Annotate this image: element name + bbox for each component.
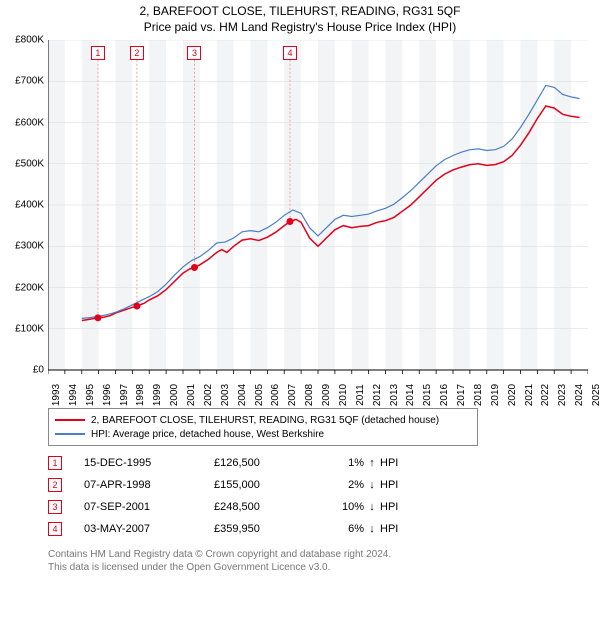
tx-date: 07-SEP-2001 [84,501,214,513]
legend-label: HPI: Average price, detached house, West… [91,429,324,440]
y-tick-label: £700K [4,76,44,87]
tx-hpi-label: HPI [380,523,410,535]
chart-svg [48,40,588,376]
arrow-up-icon: ↑ [364,457,380,469]
tx-marker-4: 4 [48,522,62,536]
x-tick-label: 2001 [186,384,197,406]
tx-marker-2: 2 [48,478,62,492]
tx-pct: 1% [314,457,364,469]
tx-pct: 6% [314,523,364,535]
x-tick-label: 2025 [591,384,600,406]
legend-swatch [55,433,85,435]
transactions-table: 115-DEC-1995£126,5001%↑HPI207-APR-1998£1… [48,452,592,540]
tx-marker-3: 3 [48,500,62,514]
x-tick-label: 1993 [51,384,62,406]
tx-hpi-label: HPI [380,457,410,469]
y-tick-label: £500K [4,158,44,169]
tx-price: £155,000 [214,479,314,491]
x-tick-label: 2014 [405,384,416,406]
title-subtitle: Price paid vs. HM Land Registry's House … [8,20,592,34]
y-tick-label: £300K [4,241,44,252]
x-tick-label: 2008 [304,384,315,406]
x-tick-label: 2017 [456,384,467,406]
x-tick-label: 2005 [254,384,265,406]
arrow-down-icon: ↓ [364,523,380,535]
tx-hpi-label: HPI [380,501,410,513]
y-tick-label: £400K [4,200,44,211]
x-tick-label: 2019 [490,384,501,406]
transaction-row: 2 07-APR-1998£155,0002%↓HPI [48,474,592,496]
x-tick-label: 1996 [102,384,113,406]
x-tick-label: 1999 [152,384,163,406]
transaction-row: 1 15-DEC-1995£126,5001%↑HPI [48,452,592,474]
x-tick-label: 1998 [135,384,146,406]
tx-pct: 2% [314,479,364,491]
x-tick-label: 2007 [287,384,298,406]
x-tick-label: 2002 [203,384,214,406]
x-tick-label: 2016 [439,384,450,406]
tx-date: 07-APR-1998 [84,479,214,491]
tx-pct: 10% [314,501,364,513]
x-tick-label: 2003 [220,384,231,406]
chart-marker-2: 2 [130,46,144,60]
y-tick-label: £200K [4,282,44,293]
x-tick-label: 2018 [473,384,484,406]
chart-container: 2, BAREFOOT CLOSE, TILEHURST, READING, R… [0,0,600,582]
tx-price: £126,500 [214,457,314,469]
title-block: 2, BAREFOOT CLOSE, TILEHURST, READING, R… [8,4,592,34]
footer-line2: This data is licensed under the Open Gov… [48,561,592,574]
x-tick-label: 2006 [270,384,281,406]
y-tick-label: £0 [4,365,44,376]
y-tick-label: £800K [4,35,44,46]
chart-marker-1: 1 [91,46,105,60]
transaction-row: 4 03-MAY-2007£359,9506%↓HPI [48,518,592,540]
attribution-footer: Contains HM Land Registry data © Crown c… [48,548,592,574]
legend-item: HPI: Average price, detached house, West… [55,427,471,441]
legend-swatch [55,419,85,421]
tx-date: 15-DEC-1995 [84,457,214,469]
tx-price: £359,950 [214,523,314,535]
x-tick-label: 2020 [507,384,518,406]
x-tick-label: 1997 [119,384,130,406]
x-tick-label: 2013 [389,384,400,406]
x-tick-label: 2022 [540,384,551,406]
legend: 2, BAREFOOT CLOSE, TILEHURST, READING, R… [48,408,478,446]
chart-marker-4: 4 [283,46,297,60]
legend-label: 2, BAREFOOT CLOSE, TILEHURST, READING, R… [91,415,439,426]
y-tick-label: £100K [4,323,44,334]
footer-line1: Contains HM Land Registry data © Crown c… [48,548,592,561]
legend-item: 2, BAREFOOT CLOSE, TILEHURST, READING, R… [55,413,471,427]
x-tick-label: 2010 [338,384,349,406]
tx-marker-1: 1 [48,456,62,470]
title-address: 2, BAREFOOT CLOSE, TILEHURST, READING, R… [8,4,592,18]
x-tick-label: 2015 [422,384,433,406]
x-tick-label: 2004 [237,384,248,406]
y-tick-label: £600K [4,117,44,128]
x-tick-label: 2009 [321,384,332,406]
chart-area: £0£100K£200K£300K£400K£500K£600K£700K£80… [8,40,592,400]
tx-hpi-label: HPI [380,479,410,491]
x-tick-label: 1994 [68,384,79,406]
x-tick-label: 2024 [574,384,585,406]
x-tick-label: 1995 [85,384,96,406]
x-tick-label: 2000 [169,384,180,406]
chart-marker-3: 3 [187,46,201,60]
tx-price: £248,500 [214,501,314,513]
x-tick-label: 2023 [557,384,568,406]
x-tick-label: 2021 [524,384,535,406]
transaction-row: 3 07-SEP-2001£248,50010%↓HPI [48,496,592,518]
tx-date: 03-MAY-2007 [84,523,214,535]
arrow-down-icon: ↓ [364,501,380,513]
arrow-down-icon: ↓ [364,479,380,491]
x-tick-label: 2012 [372,384,383,406]
x-tick-label: 2011 [355,384,366,406]
